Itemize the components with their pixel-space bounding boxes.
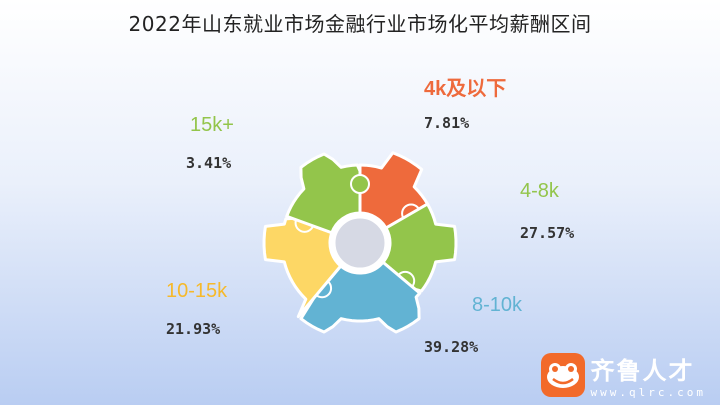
chart-title: 2022年山东就业市场金融行业市场化平均薪酬区间 (128, 12, 592, 36)
value-label-8-10k: 39.28% (424, 338, 479, 356)
value-label-4k-below: 7.81% (424, 114, 470, 132)
piece-10-15k (262, 216, 343, 319)
frog-face-icon (540, 353, 585, 397)
piece-4-8k (381, 202, 458, 293)
brand-logo: 齐鲁人才 www.qlrc.com (540, 351, 706, 399)
piece-15k-plus-knob (350, 174, 370, 194)
value-label-10-15k: 21.93% (166, 320, 221, 338)
center-hub (330, 213, 390, 273)
value-label-4-8k: 27.57% (520, 224, 575, 242)
category-label-8-10k: 8-10k (472, 294, 523, 316)
category-label-4k-below: 4k及以下 (424, 78, 507, 100)
value-label-15k-plus: 3.41% (186, 154, 232, 172)
logo-name: 齐鲁人才 (590, 357, 695, 385)
category-label-15k-plus: 15k+ (190, 114, 234, 136)
category-label-4-8k: 4-8k (520, 180, 559, 202)
piece-15k-plus (285, 152, 362, 235)
logo-url: www.qlrc.com (590, 386, 706, 399)
category-label-10-15k: 10-15k (166, 280, 228, 302)
